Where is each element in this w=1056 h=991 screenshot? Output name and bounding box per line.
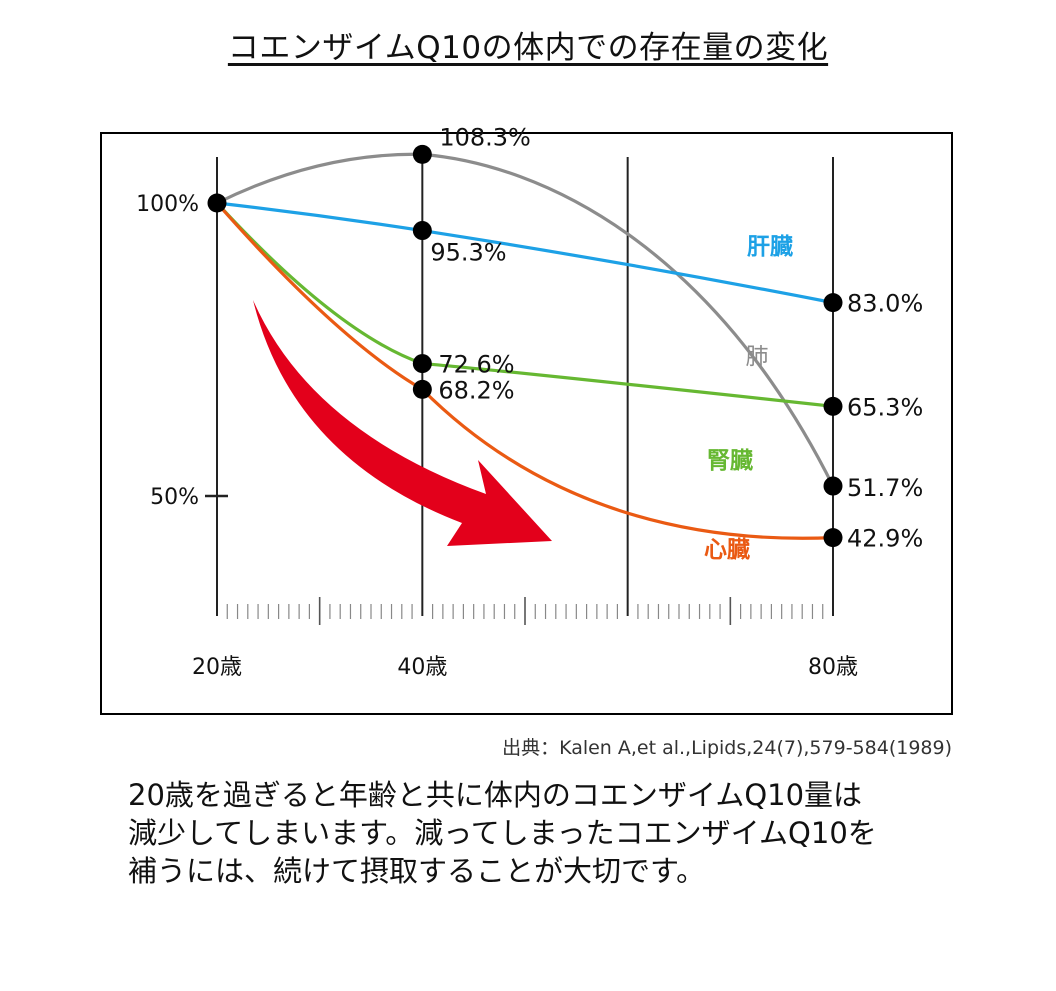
data-point bbox=[207, 193, 227, 213]
description-line: 20歳を過ぎると年齢と共に体内のコエンザイムQ10量は bbox=[128, 778, 863, 812]
series-line-heart bbox=[215, 201, 835, 540]
data-point bbox=[412, 221, 432, 241]
data-point bbox=[412, 354, 432, 374]
data-point bbox=[412, 379, 432, 399]
data-label: 108.3% bbox=[439, 123, 531, 151]
series-line-liver bbox=[215, 201, 835, 305]
description-text: 20歳を過ぎると年齢と共に体内のコエンザイムQ10量は 減少してしまいます。減っ… bbox=[128, 776, 1008, 890]
data-point bbox=[823, 396, 843, 416]
data-point bbox=[823, 528, 843, 548]
y-tick-label: 100% bbox=[136, 192, 199, 217]
chart-frame bbox=[100, 132, 953, 715]
data-label: 65.3% bbox=[847, 393, 923, 421]
x-tick-label: 40歳 bbox=[397, 655, 447, 680]
x-tick-label: 20歳 bbox=[192, 655, 242, 680]
data-label: 83.0% bbox=[847, 290, 923, 318]
series-name-label: 腎臓 bbox=[707, 448, 753, 474]
data-label: 72.6% bbox=[438, 351, 514, 379]
description-line: 補うには、続けて摂取することが大切です。 bbox=[128, 854, 706, 888]
data-label: 95.3% bbox=[430, 239, 506, 267]
series-name-label: 心臓 bbox=[704, 537, 750, 563]
trend-arrow bbox=[253, 300, 552, 546]
data-label: 51.7% bbox=[847, 474, 923, 502]
description-line: 減少してしまいます。減ってしまったコエンザイムQ10を bbox=[128, 816, 877, 850]
series-line-lung bbox=[215, 152, 835, 488]
source-citation: 出典：Kalen A,et al.,Lipids,24(7),579-584(1… bbox=[502, 737, 952, 759]
data-point bbox=[412, 144, 432, 164]
series-name-label: 肝臓 bbox=[747, 234, 793, 260]
data-label: 68.2% bbox=[438, 376, 514, 404]
x-tick-label: 80歳 bbox=[808, 655, 858, 680]
y-tick-label: 50% bbox=[150, 485, 199, 510]
data-point bbox=[823, 476, 843, 496]
page-title: コエンザイムQ10の体内での存在量の変化 bbox=[227, 30, 829, 66]
data-label: 42.9% bbox=[847, 525, 923, 553]
data-point bbox=[823, 293, 843, 313]
series-name-label: 肺 bbox=[746, 344, 769, 370]
